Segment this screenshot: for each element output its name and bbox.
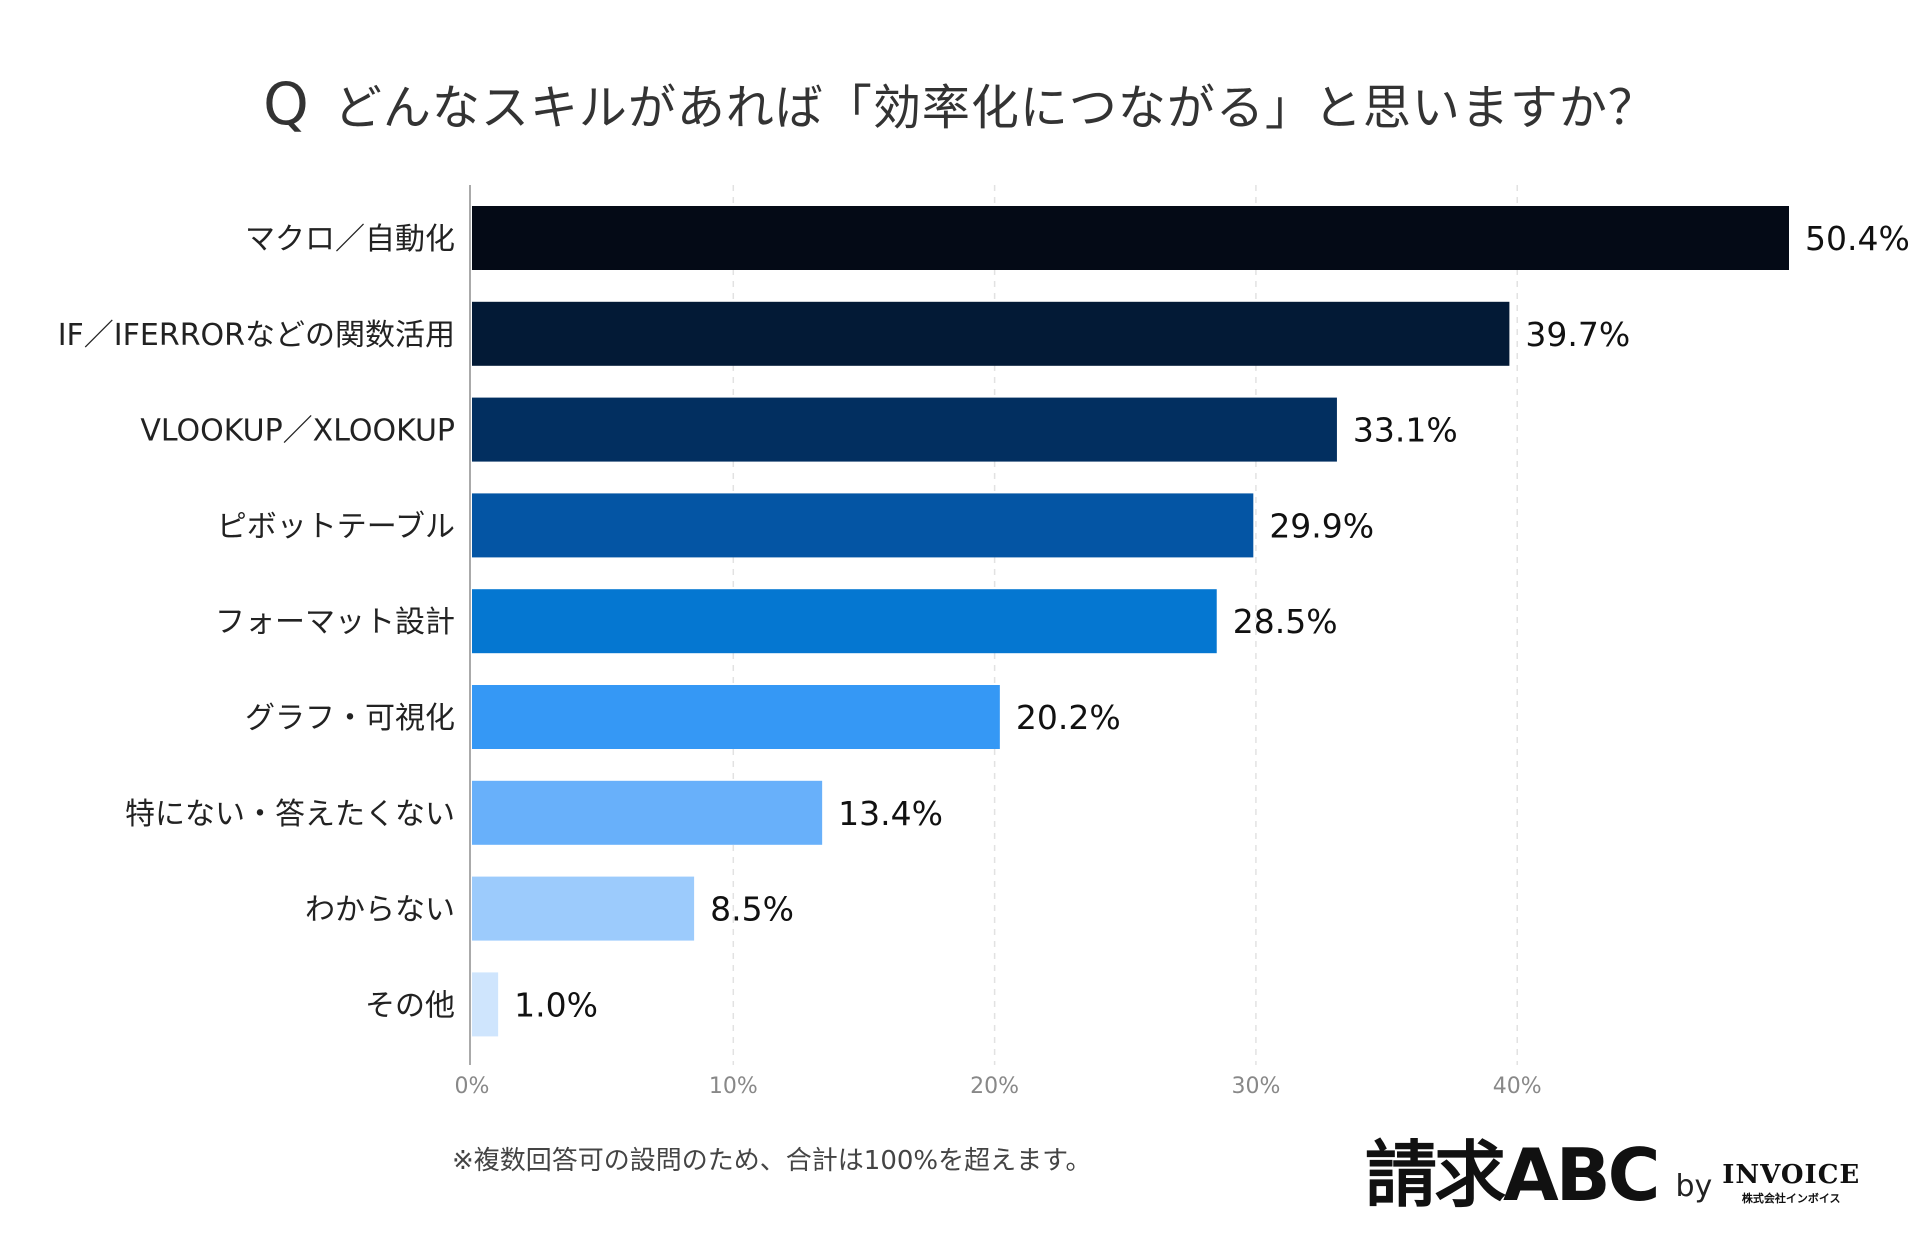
value-label: 8.5%	[710, 890, 794, 929]
chart-title-text: どんなスキルがあれば「効率化につながる」と思いますか？	[333, 80, 1657, 136]
value-label: 50.4%	[1805, 219, 1910, 258]
bar	[472, 493, 1254, 558]
company-subtitle: 株式会社インボイス	[1741, 1192, 1841, 1205]
value-label: 39.7%	[1525, 315, 1630, 354]
category-label: VLOOKUP／XLOOKUP	[140, 414, 455, 449]
bar	[472, 206, 1789, 270]
category-label: 特にない・答えたくない	[125, 797, 455, 832]
bars: マクロ／自動化 50.4% IF／IFERRORなどの関数活用 39.7% VLOOKU…	[58, 206, 1910, 1037]
company-logo: INVOICE 株式会社インボイス	[1722, 1160, 1860, 1206]
brand-logo: 請求ABC by INVOICE 株式会社インボイス	[1365, 1130, 1860, 1217]
value-label: 13.4%	[838, 794, 943, 833]
bar	[472, 589, 1217, 654]
value-label: 1.0%	[514, 985, 598, 1024]
category-label: フォーマット設計	[215, 605, 455, 640]
category-label: ピボットテーブル	[217, 509, 455, 544]
category-label: グラフ・可視化	[245, 701, 455, 736]
x-tick-label: 30%	[1231, 1074, 1280, 1099]
value-label: 33.1%	[1353, 411, 1458, 450]
value-label: 29.9%	[1269, 506, 1374, 545]
chart-title: Q どんなスキルがあれば「効率化につながる」と思いますか？	[0, 68, 1920, 138]
bar	[472, 972, 499, 1037]
x-tick-label: 40%	[1493, 1074, 1542, 1099]
question-mark: Q	[263, 70, 310, 138]
category-label: その他	[365, 988, 455, 1023]
company-name: INVOICE	[1722, 1160, 1861, 1190]
category-label: わからない	[305, 893, 455, 928]
bar	[472, 301, 1510, 366]
value-label: 20.2%	[1016, 698, 1121, 737]
x-axis-ticks: 0% 10% 20% 30% 40%	[455, 1074, 1542, 1099]
brand-by: by	[1675, 1169, 1713, 1204]
bar	[472, 397, 1337, 462]
bar	[472, 685, 1000, 749]
bar	[472, 876, 695, 941]
x-tick-label: 20%	[970, 1074, 1019, 1099]
x-tick-label: 10%	[709, 1074, 758, 1099]
bar	[472, 780, 823, 845]
category-label: IF／IFERRORなどの関数活用	[58, 318, 455, 353]
footnote: ※複数回答可の設問のため、合計は100%を超えます。	[452, 1146, 1092, 1176]
value-label: 28.5%	[1233, 602, 1338, 641]
x-tick-label: 0%	[455, 1074, 490, 1099]
category-label: マクロ／自動化	[245, 222, 455, 257]
brand-logo-text: 請求ABC	[1365, 1133, 1660, 1217]
